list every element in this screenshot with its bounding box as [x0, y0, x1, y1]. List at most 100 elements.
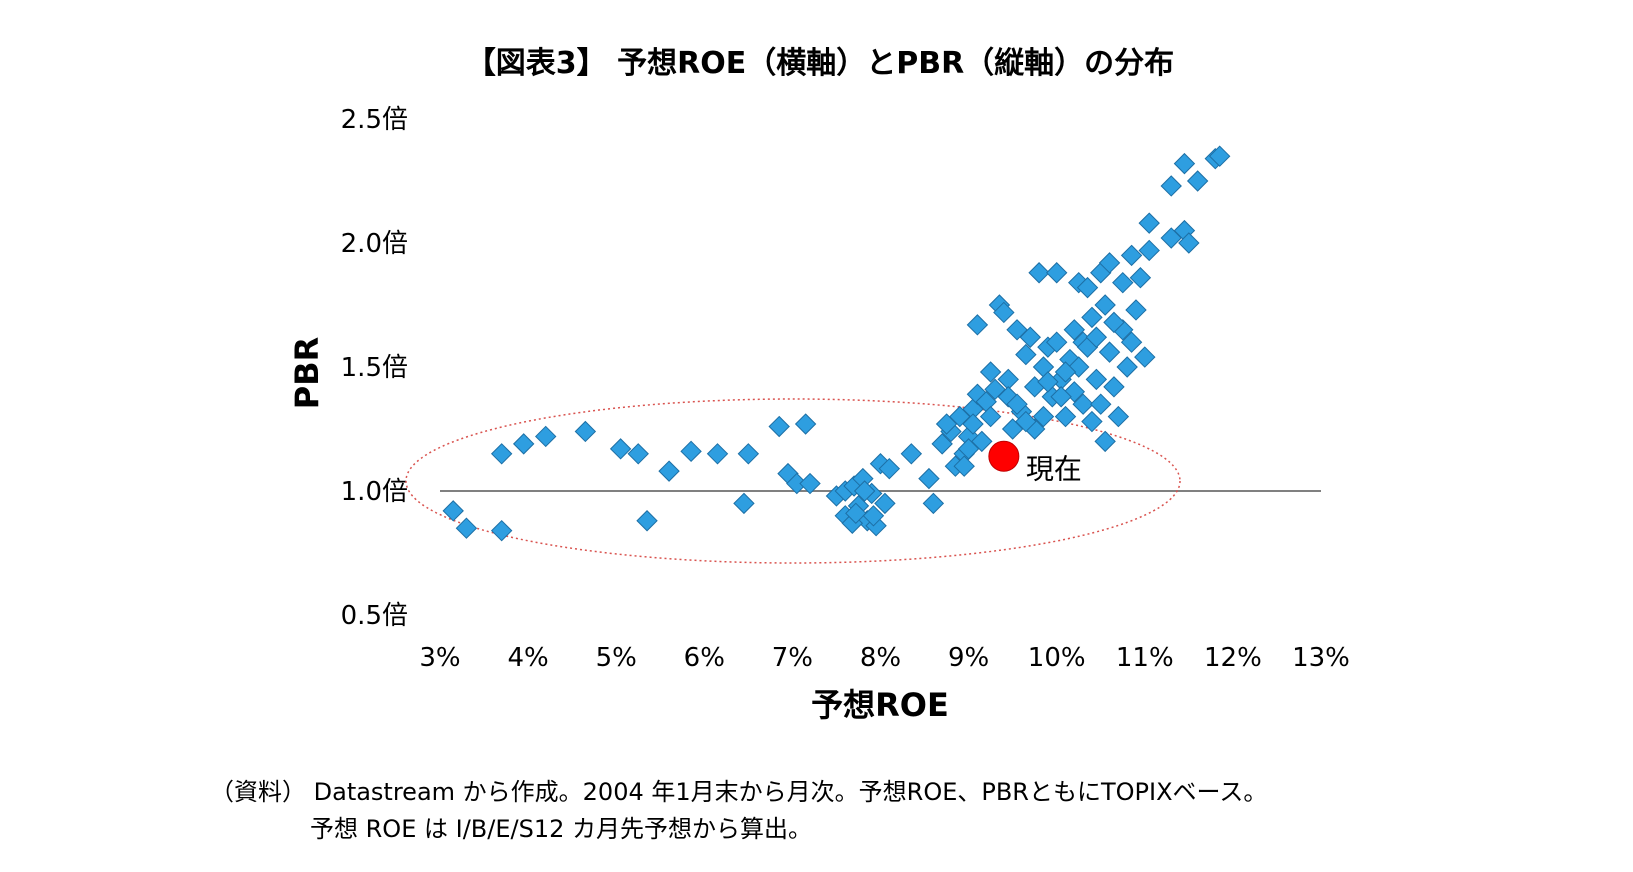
data-point-marker [1076, 276, 1099, 299]
data-point-marker [609, 438, 632, 460]
data-point-marker [1138, 239, 1160, 262]
data-point-marker [1045, 262, 1068, 284]
y-tick-label: 0.5倍 [341, 601, 408, 631]
data-point-marker [737, 443, 760, 465]
data-point-marker [935, 413, 958, 435]
data-point-marker [966, 314, 989, 336]
data-points [442, 145, 1231, 542]
data-point-marker [1032, 405, 1055, 428]
data-point-marker [1063, 319, 1086, 341]
data-point-marker [1103, 376, 1125, 398]
data-point-marker [878, 457, 901, 480]
y-tick-label: 2.0倍 [341, 229, 408, 259]
x-tick-label: 8% [860, 643, 901, 673]
data-point-marker [953, 455, 975, 477]
data-point-marker [1116, 356, 1138, 378]
y-tick-label: 2.5倍 [341, 105, 408, 135]
data-point-marker [490, 519, 513, 542]
data-point-marker [853, 480, 876, 502]
x-tick-label: 7% [772, 643, 813, 673]
data-point-marker [1085, 326, 1108, 348]
data-point-marker [733, 492, 755, 515]
data-point-marker [1015, 343, 1037, 366]
data-point-marker [1006, 393, 1028, 415]
data-point-marker [979, 361, 1002, 383]
data-point-marker [1015, 410, 1037, 433]
source-note: （資料） Datastream から作成。2004 年1月末から月次。予想ROE… [210, 778, 1268, 806]
data-point-marker [957, 438, 980, 460]
data-point-marker [1120, 331, 1143, 353]
data-point-marker [862, 505, 885, 527]
data-point-marker [1054, 405, 1077, 428]
data-point-marker [874, 492, 896, 515]
data-point-marker [1098, 341, 1121, 363]
data-point-marker [1208, 145, 1231, 167]
x-tick-label: 10% [1028, 643, 1086, 673]
data-point-marker [512, 433, 535, 455]
data-point-marker [1160, 175, 1182, 197]
current-point-label: 現在 [1026, 452, 1082, 485]
x-tick-label: 5% [596, 643, 637, 673]
data-point-marker [984, 378, 1006, 401]
x-tick-label: 11% [1116, 643, 1174, 673]
data-point-marker [794, 413, 817, 435]
data-point-marker [574, 420, 597, 443]
x-tick-label: 12% [1204, 643, 1262, 673]
current-point-marker [988, 440, 1020, 472]
data-point-marker [442, 500, 464, 522]
data-point-marker [455, 517, 478, 539]
x-axis-ticks: 3% 4% 5% 6% 7% 8% 9% 10% 11% 12% 13% [419, 643, 1350, 673]
data-point-marker [1178, 232, 1200, 254]
data-point-marker [922, 492, 945, 515]
data-point-marker [1107, 405, 1130, 428]
data-point-marker [1081, 306, 1103, 329]
data-point-marker [535, 425, 557, 448]
data-point-marker [1081, 410, 1103, 433]
data-point-marker [918, 467, 940, 490]
y-axis-ticks: 0.5倍 1.0倍 1.5倍 2.0倍 2.5倍 [341, 105, 408, 631]
data-point-marker [768, 415, 790, 438]
data-point-marker [1129, 267, 1152, 289]
x-tick-label: 6% [684, 643, 725, 673]
source-note-detail: 予想 ROE は I/B/E/S12 カ月先予想から算出。 [310, 815, 812, 843]
x-tick-label: 4% [507, 643, 548, 673]
data-point-marker [680, 440, 702, 463]
x-axis-title: 予想ROE [811, 686, 949, 724]
chart-title: 【図表3】 予想ROE（横軸）とPBR（縦軸）の分布 [466, 46, 1174, 81]
data-point-marker [1090, 393, 1112, 415]
data-point-marker [1094, 294, 1116, 316]
data-point-marker [1050, 386, 1072, 408]
data-point-marker [1098, 252, 1121, 274]
y-tick-label: 1.0倍 [341, 477, 408, 507]
data-point-marker [1028, 262, 1050, 284]
data-point-marker [1120, 244, 1143, 267]
data-point-marker [1186, 170, 1209, 192]
data-point-marker [845, 502, 867, 525]
data-point-marker [1054, 361, 1077, 383]
data-point-marker [962, 413, 984, 435]
data-point-marker [1094, 430, 1116, 453]
low-pbr-region-ellipse [405, 398, 1181, 564]
data-point-marker [931, 433, 953, 455]
data-point-marker [627, 443, 649, 465]
x-tick-label: 3% [419, 643, 460, 673]
x-tick-label: 9% [948, 643, 989, 673]
y-tick-label: 1.5倍 [341, 353, 408, 383]
data-point-marker [979, 405, 1002, 428]
data-point-marker [1006, 319, 1028, 341]
data-point-marker [1019, 326, 1041, 348]
data-point-marker [1112, 271, 1134, 294]
data-point-marker [490, 443, 513, 465]
data-point-marker [1072, 393, 1094, 415]
x-tick-label: 13% [1292, 643, 1350, 673]
data-point-marker [993, 301, 1015, 324]
data-point-marker [1045, 331, 1068, 353]
data-point-marker [1138, 212, 1160, 234]
data-point-marker [1037, 371, 1059, 393]
data-point-marker [658, 460, 680, 482]
y-axis-title: PBR [288, 337, 326, 409]
data-point-marker [900, 443, 923, 465]
data-point-marker [706, 443, 729, 465]
data-point-marker [1103, 311, 1125, 334]
